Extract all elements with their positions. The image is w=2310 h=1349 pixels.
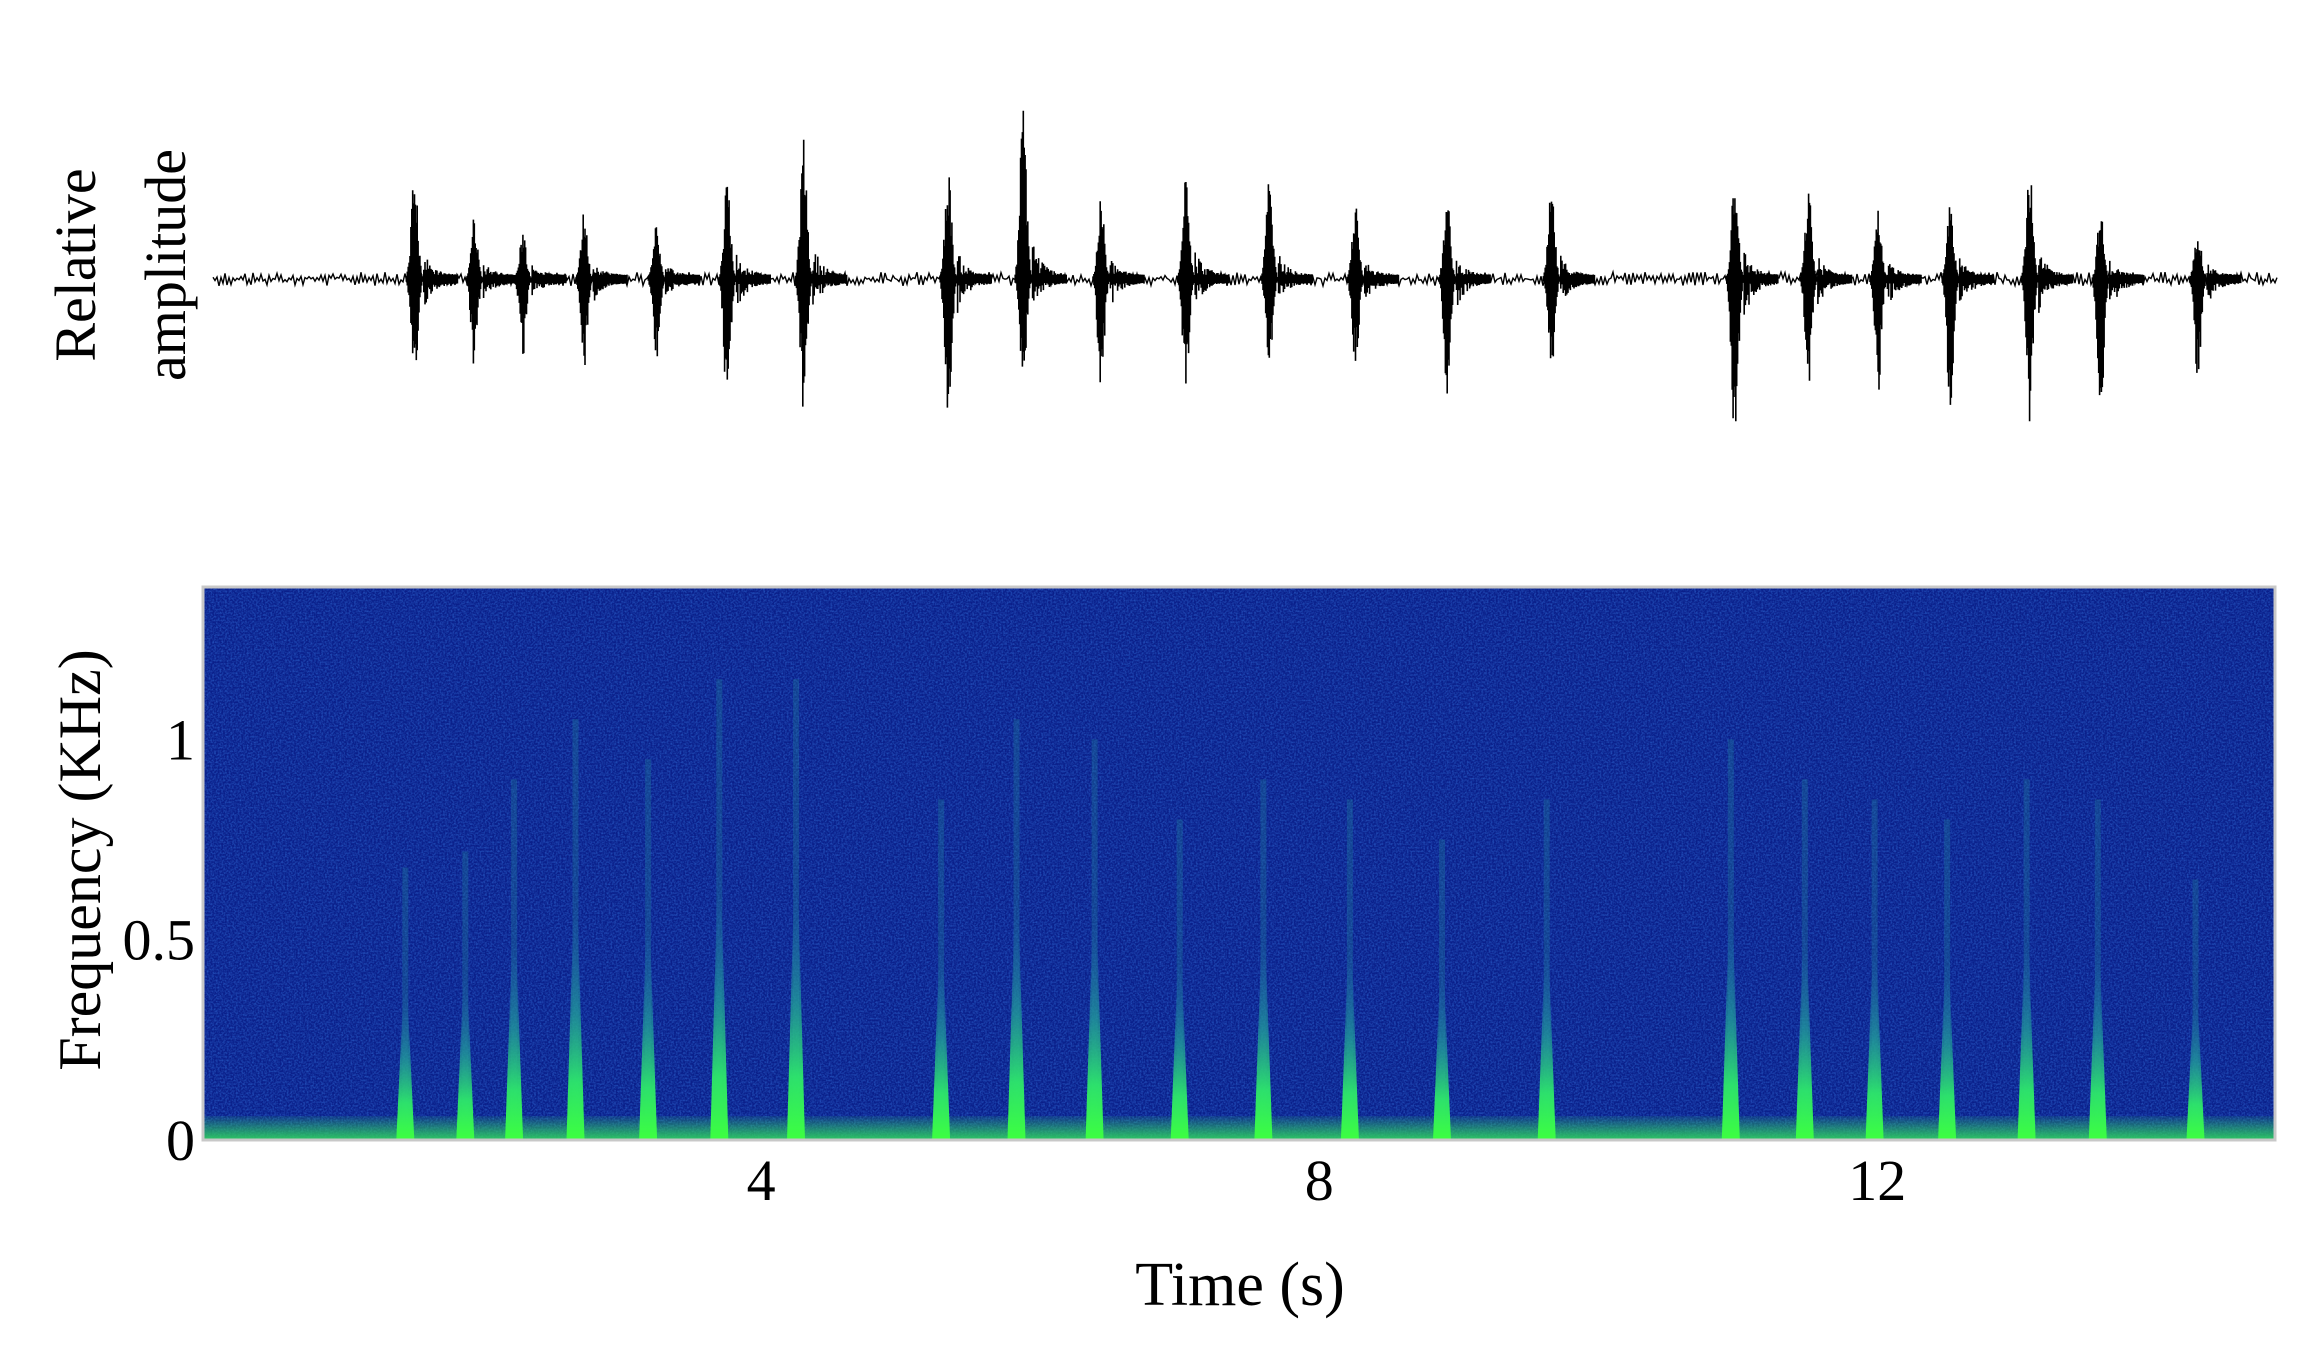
spectrogram-call-13	[1340, 952, 1359, 1140]
spectrogram-border	[201, 585, 2277, 1142]
y-tick-label: 0.5	[123, 908, 196, 973]
waveform-pulse-5	[647, 227, 701, 357]
spectrogram-low-band	[203, 1115, 2275, 1140]
waveform-pulse-12	[1260, 184, 1313, 358]
spectrogram-call-2	[456, 981, 475, 1140]
waveform-pulse-7	[794, 139, 848, 407]
waveform-pulse-1	[405, 190, 459, 361]
spectrogram-call-17	[1795, 941, 1814, 1140]
spectrogram-call-22	[2186, 996, 2205, 1140]
x-tick-label: 12	[1848, 1148, 1906, 1213]
waveform-panel: Relative amplitude	[43, 110, 2278, 422]
y-axis-ticks: 00.51	[123, 707, 196, 1173]
spectrogram-call-16	[1721, 919, 1740, 1140]
spectrogram-call-20	[2017, 941, 2036, 1140]
x-axis-ticks: 4 8 12	[747, 1148, 1907, 1213]
waveform-trace	[212, 269, 2278, 289]
waveform-pulse-22	[2188, 241, 2242, 373]
waveform-pulse-20	[2020, 185, 2074, 422]
waveform-pulse-18	[1869, 210, 1922, 390]
spectrogram-call-7	[787, 886, 805, 1140]
spectrogram-call-19	[1938, 963, 1957, 1140]
waveform-pulse-14	[1438, 210, 1491, 394]
y-tick-label: 1	[166, 707, 195, 772]
spectrogram-calls	[396, 679, 2205, 1140]
spectrogram-call-10	[1085, 919, 1104, 1140]
spectrogram-call-11	[1170, 963, 1189, 1140]
waveform-pulse-17	[1799, 193, 1853, 381]
waveform-pulses	[405, 110, 2242, 422]
x-tick-label: 4	[747, 1148, 776, 1213]
spectrogram-call-6	[710, 886, 729, 1140]
waveform-pulse-10	[1092, 201, 1145, 383]
spectrogram-call-8	[932, 952, 951, 1140]
spectrogram-call-9	[1007, 908, 1026, 1140]
waveform-pulse-11	[1177, 182, 1230, 384]
spectrogram-call-4	[566, 908, 585, 1140]
spectrogram-call-3	[505, 941, 524, 1140]
y-axis-label: Frequency (KHz)	[47, 649, 113, 1071]
spectrogram-noise	[203, 587, 2275, 1140]
waveform-ylabel-line-2: amplitude	[133, 149, 198, 381]
waveform-pulse-9	[1014, 110, 1067, 367]
waveform-ylabel-line-1: Relative	[43, 168, 108, 361]
waveform-pulse-21	[2091, 221, 2145, 396]
y-tick-label: 0	[166, 1108, 195, 1173]
spectrogram-panel: 4 8 12 00.51 Time (s) Frequency (KHz)	[47, 585, 2277, 1319]
waveform-pulse-2	[465, 219, 518, 364]
spectrogram-call-15	[1537, 952, 1556, 1140]
spectrogram-call-18	[1865, 952, 1884, 1140]
waveform-pulse-4	[575, 214, 628, 365]
waveform-pulse-15	[1542, 201, 1596, 359]
waveform-pulse-3	[514, 234, 567, 354]
waveform-pulse-16	[1726, 198, 1779, 422]
x-axis-label: Time (s)	[1135, 1251, 1345, 1319]
waveform-pulse-8	[939, 177, 992, 408]
waveform-pulse-13	[1346, 208, 1400, 361]
spectrogram-call-21	[2088, 952, 2107, 1140]
x-tick-label: 8	[1305, 1148, 1334, 1213]
waveform-pulse-6	[718, 186, 771, 380]
spectrogram-call-1	[396, 990, 415, 1140]
waveform-pulse-19	[1941, 207, 1995, 405]
spectrogram-call-14	[1433, 974, 1451, 1140]
spectrogram-call-12	[1254, 941, 1273, 1140]
spectrogram-call-5	[639, 930, 658, 1140]
